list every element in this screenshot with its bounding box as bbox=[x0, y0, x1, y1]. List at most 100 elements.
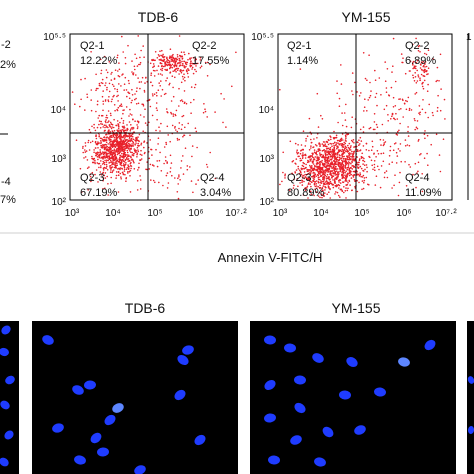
scatter-dot bbox=[297, 144, 299, 146]
scatter-dot bbox=[348, 142, 351, 145]
scatter-dot bbox=[118, 151, 121, 154]
scatter-dot bbox=[378, 168, 380, 171]
scatter-dot bbox=[195, 130, 198, 133]
scatter-dot bbox=[312, 172, 314, 174]
scatter-dot bbox=[338, 156, 341, 159]
scatter-dot bbox=[336, 147, 338, 150]
scatter-dot bbox=[139, 63, 141, 66]
scatter-dot bbox=[166, 187, 169, 189]
scatter-dot bbox=[167, 59, 170, 62]
scatter-dot bbox=[104, 99, 107, 101]
scatter-dot bbox=[357, 164, 359, 166]
scatter-dot bbox=[113, 149, 115, 152]
scatter-dot bbox=[136, 189, 139, 191]
scatter-dot bbox=[115, 144, 117, 147]
panel-title-tdb6: TDB-6 bbox=[138, 9, 179, 25]
scatter-dot bbox=[154, 51, 157, 53]
scatter-dot bbox=[117, 152, 119, 155]
scatter-dot bbox=[324, 145, 327, 148]
scatter-dot bbox=[360, 92, 362, 94]
scatter-dot bbox=[135, 137, 137, 139]
scatter-dot bbox=[340, 167, 343, 169]
xtick-tdb6-4: 10⁴ bbox=[105, 208, 120, 219]
dots-tdb6 bbox=[71, 35, 237, 200]
scatter-dot bbox=[299, 169, 301, 171]
scatter-dot bbox=[180, 71, 183, 74]
nucleus bbox=[467, 376, 474, 384]
scatter-dot bbox=[331, 170, 333, 172]
scatter-dot bbox=[304, 173, 306, 176]
scatter-dot bbox=[307, 178, 310, 181]
scatter-dot bbox=[424, 137, 426, 140]
scatter-dot bbox=[342, 165, 345, 167]
scatter-dot bbox=[360, 155, 363, 158]
scatter-dot bbox=[116, 145, 119, 147]
scatter-dot bbox=[393, 143, 396, 145]
scatter-dot bbox=[332, 148, 334, 151]
scatter-dot bbox=[132, 138, 135, 141]
scatter-dot bbox=[95, 87, 98, 90]
scatter-dot bbox=[108, 82, 111, 85]
scatter-dot bbox=[169, 55, 171, 57]
scatter-dot bbox=[118, 68, 121, 71]
scatter-dot bbox=[332, 165, 335, 168]
scatter-dot bbox=[120, 135, 122, 137]
scatter-dot bbox=[307, 172, 310, 175]
scatter-dot bbox=[86, 96, 89, 98]
scatter-dot bbox=[354, 186, 356, 188]
scatter-dot bbox=[178, 127, 180, 130]
scatter-dot bbox=[404, 139, 407, 141]
scatter-dot bbox=[128, 121, 131, 123]
scatter-dot bbox=[109, 152, 111, 154]
scatter-dot bbox=[392, 37, 395, 40]
scatter-dot bbox=[329, 170, 331, 172]
scatter-dot bbox=[380, 144, 382, 146]
scatter-dot bbox=[365, 176, 368, 179]
scatter-dot bbox=[432, 58, 435, 60]
scatter-dot bbox=[122, 126, 124, 129]
scatter-dot bbox=[359, 172, 361, 174]
scatter-dot bbox=[121, 141, 124, 143]
scatter-dot bbox=[130, 127, 133, 129]
scatter-dot bbox=[350, 145, 352, 147]
scatter-dot bbox=[401, 61, 403, 64]
scatter-dot bbox=[322, 173, 324, 176]
scatter-dot bbox=[341, 124, 344, 127]
scatter-dot bbox=[336, 160, 338, 163]
scatter-dot bbox=[382, 152, 385, 154]
scatter-dot bbox=[129, 175, 131, 177]
scatter-dot bbox=[314, 185, 317, 188]
scatter-dot bbox=[113, 78, 116, 80]
scatter-dot bbox=[309, 191, 311, 193]
scatter-dot bbox=[422, 70, 425, 72]
ytick-tdb6-4: 10⁴ bbox=[51, 105, 66, 116]
scatter-dot bbox=[110, 161, 113, 163]
scatter-dot bbox=[299, 68, 302, 70]
scatter-dot bbox=[156, 69, 158, 72]
scatter-dot bbox=[124, 135, 127, 137]
scatter-dot bbox=[123, 125, 125, 128]
q24-pct-ym155: 11.09% bbox=[405, 187, 442, 199]
scatter-dot bbox=[338, 184, 341, 187]
scatter-dot bbox=[122, 163, 125, 165]
scatter-dot bbox=[100, 165, 102, 167]
scatter-dot bbox=[344, 159, 347, 162]
scatter-dot bbox=[327, 139, 330, 141]
scatter-dot bbox=[332, 175, 335, 177]
scatter-dot bbox=[409, 166, 412, 168]
scatter-dot bbox=[121, 167, 123, 170]
scatter-dot bbox=[134, 150, 136, 153]
scatter-dot bbox=[174, 58, 176, 60]
scatter-dot bbox=[158, 58, 161, 61]
nucleus bbox=[74, 455, 86, 465]
nucleus bbox=[0, 347, 9, 357]
scatter-dot bbox=[118, 75, 121, 78]
scatter-dot bbox=[388, 163, 391, 165]
micrograph-tdb6 bbox=[32, 321, 238, 474]
scatter-dot bbox=[131, 99, 133, 102]
scatter-dot bbox=[113, 159, 115, 162]
ytick-ym155-2: 10² bbox=[260, 197, 275, 208]
scatter-dot bbox=[126, 95, 128, 98]
scatter-dot bbox=[129, 140, 131, 143]
scatter-dot bbox=[93, 157, 96, 160]
